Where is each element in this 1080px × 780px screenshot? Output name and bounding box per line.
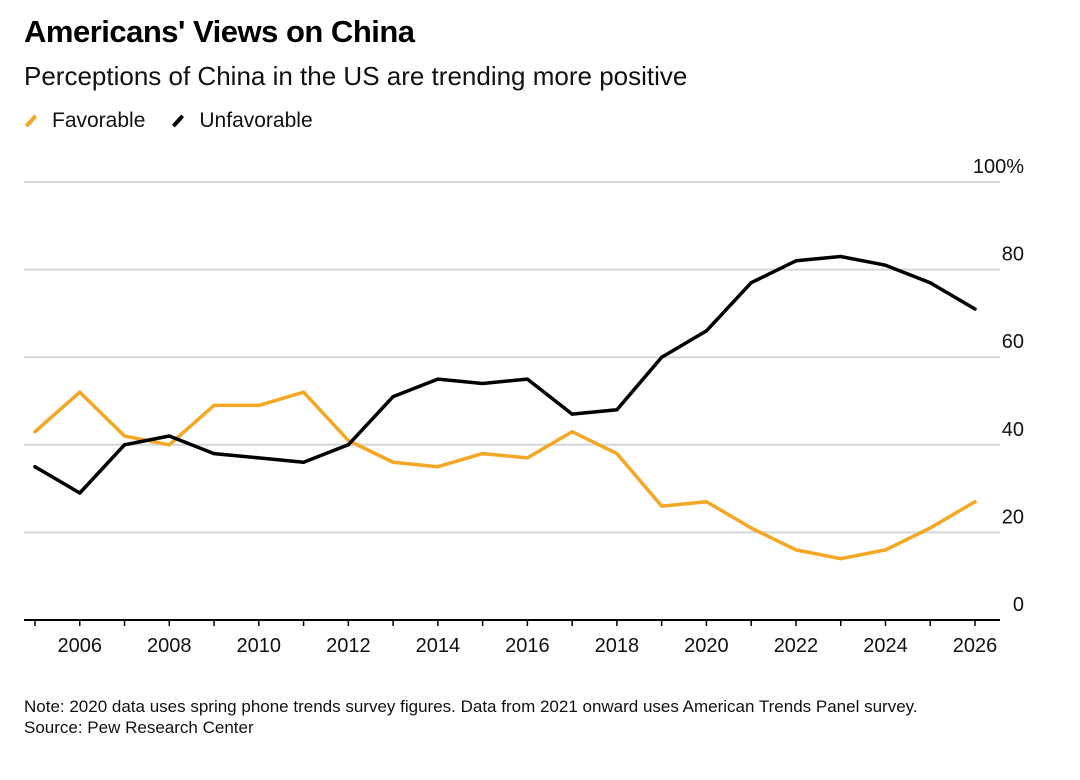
chart-note: Note: 2020 data uses spring phone trends… <box>24 697 918 716</box>
chart-footnote: Note: 2020 data uses spring phone trends… <box>24 696 1054 738</box>
data-point-favorable-2023 <box>839 557 843 561</box>
data-point-favorable-2012 <box>346 438 350 443</box>
series-line-favorable <box>33 390 977 561</box>
data-point-favorable-2011 <box>301 390 306 394</box>
x-tick-label-2020: 2020 <box>684 635 729 657</box>
legend-swatch-unfavorable <box>172 114 185 128</box>
data-point-unfavorable-2020 <box>704 329 709 333</box>
data-point-unfavorable-2010 <box>257 456 261 460</box>
x-tick-label-2022: 2022 <box>774 635 819 657</box>
data-point-unfavorable-2009 <box>212 451 216 456</box>
data-point-unfavorable-2025 <box>928 281 932 285</box>
y-tick-label-40: 40 <box>1002 419 1024 441</box>
y-tick-label-0: 0 <box>1013 594 1024 616</box>
data-point-unfavorable-2016 <box>525 377 529 381</box>
data-point-favorable-2025 <box>928 526 932 530</box>
data-point-favorable-2020 <box>704 500 709 504</box>
data-point-unfavorable-2018 <box>615 408 619 412</box>
data-point-favorable-2018 <box>615 451 619 456</box>
data-point-unfavorable-2013 <box>391 395 395 399</box>
x-tick-label-2018: 2018 <box>595 635 640 657</box>
data-point-unfavorable-2026 <box>973 307 977 311</box>
data-point-unfavorable-2008 <box>167 434 171 438</box>
data-point-favorable-2013 <box>391 460 395 464</box>
line-chart: 0 20 40 60 80 100% 2006 2008 2010 2012 2014 2016 201… <box>24 156 1024 657</box>
legend-label-favorable: Favorable <box>52 109 146 132</box>
data-point-unfavorable-2014 <box>436 377 440 381</box>
data-point-favorable-2008 <box>167 443 171 447</box>
data-point-unfavorable-2022 <box>794 259 798 263</box>
data-point-unfavorable-2024 <box>883 263 888 267</box>
data-point-favorable-2026 <box>973 500 977 504</box>
x-tick-label-2010: 2010 <box>237 635 282 657</box>
data-point-unfavorable-2012 <box>346 443 350 447</box>
x-tick-label-2016: 2016 <box>505 635 550 657</box>
legend-swatch-favorable <box>24 114 38 128</box>
x-tick-label-2026: 2026 <box>953 635 998 657</box>
data-point-unfavorable-2023 <box>839 254 843 259</box>
data-point-unfavorable-2006 <box>78 491 82 495</box>
legend-label-unfavorable: Unfavorable <box>199 109 313 132</box>
x-tick-label-2012: 2012 <box>326 635 371 657</box>
x-tick-label-2014: 2014 <box>416 635 461 657</box>
x-tick-label-2006: 2006 <box>58 635 103 657</box>
legend-item-favorable: Favorable <box>24 109 145 133</box>
data-point-favorable-2019 <box>660 504 664 508</box>
chart-source: Source: Pew Research Center <box>24 718 254 737</box>
y-tick-label-80: 80 <box>1002 244 1024 266</box>
y-tick-label-20: 20 <box>1002 506 1024 528</box>
data-point-unfavorable-2011 <box>301 460 306 464</box>
chart-subtitle: Perceptions of China in the US are trend… <box>24 61 688 91</box>
legend-item-unfavorable: Unfavorable <box>171 109 313 133</box>
y-tick-label-100: 100% <box>973 156 1024 178</box>
data-point-unfavorable-2005 <box>33 465 37 469</box>
x-tick-label-2008: 2008 <box>147 635 192 657</box>
chart-legend: Favorable Unfavorable <box>24 108 339 134</box>
x-tick-label-2024: 2024 <box>863 635 908 657</box>
data-point-favorable-2006 <box>78 390 82 394</box>
data-point-favorable-2015 <box>481 451 485 456</box>
series-line-unfavorable <box>33 254 977 495</box>
data-point-favorable-2014 <box>436 465 440 469</box>
y-tick-label-60: 60 <box>1002 331 1024 353</box>
data-point-favorable-2010 <box>257 403 261 407</box>
data-point-favorable-2016 <box>525 456 529 460</box>
data-point-unfavorable-2007 <box>122 443 127 447</box>
data-point-unfavorable-2019 <box>660 355 664 359</box>
data-point-favorable-2021 <box>749 526 753 530</box>
chart-title: Americans' Views on China <box>24 14 415 49</box>
data-point-unfavorable-2021 <box>749 281 753 285</box>
data-point-unfavorable-2017 <box>570 412 574 416</box>
data-point-favorable-2007 <box>122 434 127 438</box>
data-point-unfavorable-2015 <box>481 381 485 386</box>
data-point-favorable-2017 <box>570 430 574 434</box>
data-point-favorable-2022 <box>794 548 798 552</box>
data-point-favorable-2005 <box>33 430 37 434</box>
data-point-favorable-2009 <box>212 403 216 407</box>
data-point-favorable-2024 <box>883 548 888 552</box>
